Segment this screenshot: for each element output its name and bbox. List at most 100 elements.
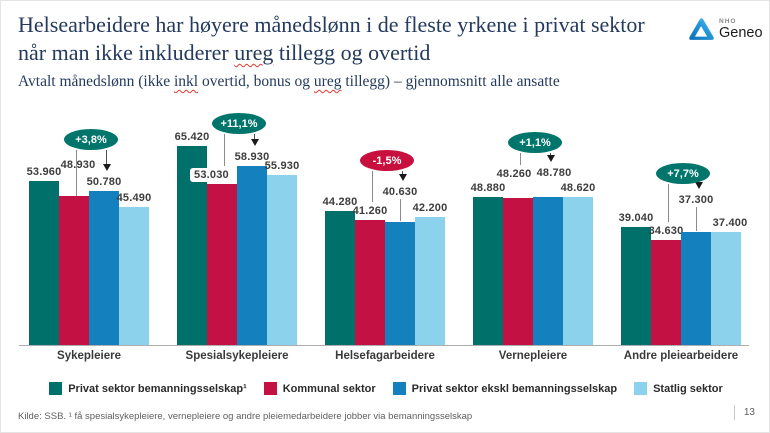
bar-series4-group4 (563, 197, 593, 346)
value-label: 45.490 (116, 192, 152, 204)
misspelled-word: ureg (313, 73, 342, 90)
bar-series4-group1 (119, 207, 149, 346)
legend-swatch (634, 382, 648, 395)
title-line: når man ikke inkluderer ureg tillegg og … (18, 39, 645, 67)
legend-swatch (49, 382, 63, 395)
legend-label: Privat sektor bemanningsselskap¹ (68, 382, 247, 395)
value-label: 42.200 (412, 202, 448, 214)
bar-series2-group4 (503, 198, 533, 346)
legend-swatch (392, 382, 406, 395)
page-title: Helsearbeidere har høyere månedslønn i d… (18, 11, 645, 67)
logo-brand-name: Geneo (719, 25, 763, 41)
bar-series1-group5 (621, 227, 651, 346)
value-label: 53.960 (26, 166, 62, 178)
value-label: 48.780 (536, 167, 572, 179)
value-label: 65.420 (174, 131, 210, 143)
legend-label: Statlig sektor (653, 382, 723, 395)
bar-series1-group4 (473, 197, 503, 346)
bar-series4-group2 (267, 175, 297, 346)
arrow-down-icon (399, 174, 407, 181)
badge-to-kommunal-line (224, 134, 225, 166)
x-axis-line (19, 345, 749, 346)
bar-series3-group2 (237, 166, 267, 346)
value-label: 34.630 (648, 225, 684, 237)
value-label: 37.400 (712, 217, 748, 229)
percent-badge: +3,8% (64, 129, 118, 150)
value-label: 48.260 (496, 168, 532, 180)
percent-badge: +11,1% (212, 113, 266, 134)
bar-series2-group2 (207, 184, 237, 346)
text-run: tillegg og overtid (273, 40, 431, 65)
arrow-down-icon (103, 164, 111, 171)
value-label: 41.260 (352, 205, 388, 217)
bar-series3-group3 (385, 222, 415, 346)
category-label: Andre pleiearbeidere (623, 350, 739, 362)
text-run: Helsearbeidere har høyere månedslønn i d… (18, 12, 645, 37)
badge-to-kommunal-line (668, 184, 669, 222)
text-run: Avtalt månedslønn (ikke (18, 73, 174, 90)
bar-series4-group3 (415, 217, 445, 346)
bar-series1-group3 (325, 211, 355, 346)
page-subtitle: Avtalt månedslønn (ikke inkl overtid, bo… (18, 72, 560, 92)
value-label: 48.880 (470, 182, 506, 194)
badge-to-kommunal-line (76, 150, 77, 196)
arrow-down-icon (251, 139, 259, 146)
legend-item-4: Statlig sektor (634, 382, 723, 395)
badge-to-kommunal-line (372, 171, 373, 202)
logo-triangle-icon (689, 18, 714, 40)
bar-series4-group5 (711, 232, 741, 346)
logo-brand-top: NHO (719, 17, 737, 25)
legend-item-2: Kommunal sektor (263, 382, 376, 395)
page-number: 13 (743, 407, 755, 418)
text-run: når man ikke inkluderer (18, 40, 235, 65)
bar-series2-group3 (355, 220, 385, 346)
value-label: 44.280 (322, 196, 358, 208)
value-label: 40.630 (382, 186, 418, 198)
blue-label-leader-line (696, 207, 697, 231)
text-run: overtid, bonus og (198, 73, 314, 90)
value-label: 50.780 (86, 176, 122, 188)
percent-badge: +1,1% (508, 132, 562, 153)
value-label: 53.030 (191, 169, 232, 181)
category-label: Spesialsykepleiere (185, 350, 289, 362)
badge-to-kommunal-line (520, 153, 521, 165)
percent-badge: +7,7% (656, 163, 710, 184)
category-label: Vernepleiere (498, 350, 568, 362)
arrow-down-icon (695, 182, 703, 189)
badge-arrow-line (106, 150, 107, 164)
text-run: tillegg) – gjennomsnitt alle ansatte (341, 73, 560, 90)
badge-arrow-line (402, 171, 403, 174)
bar-series2-group1 (59, 196, 89, 346)
legend-item-1: Privat sektor bemanningsselskap¹ (49, 382, 247, 395)
category-label: Sykepleiere (57, 350, 121, 362)
value-label: 39.040 (618, 212, 654, 224)
nho-geneo-logo: NHO Geneo (688, 16, 763, 43)
misspelled-word: ureg (234, 40, 274, 65)
misspelled-word: inkl (173, 73, 199, 90)
legend-item-3: Privat sektor ekskl bemanningsselskap (392, 382, 618, 395)
bar-series3-group1 (89, 191, 119, 346)
legend-swatch (263, 382, 277, 395)
blue-label-leader-line (400, 199, 401, 221)
value-label: 48.620 (560, 182, 596, 194)
bar-series3-group4 (533, 197, 563, 346)
value-label: 55.930 (264, 160, 300, 172)
bar-series1-group1 (29, 181, 59, 346)
badge-arrow-line (254, 134, 255, 139)
bar-series3-group5 (681, 232, 711, 346)
arrow-down-icon (547, 155, 555, 162)
value-label: 58.930 (234, 151, 270, 163)
chart-legend: Privat sektor bemanningsselskap¹ Kommunal… (1, 382, 770, 395)
bar-series2-group5 (651, 240, 681, 346)
legend-label: Privat sektor ekskl bemanningsselskap (411, 382, 618, 395)
badge-arrow-line (550, 153, 551, 155)
percent-badge: -1,5% (360, 150, 414, 171)
page-number-divider (733, 405, 735, 420)
title-line: Helsearbeidere har høyere månedslønn i d… (18, 11, 645, 39)
source-note: Kilde: SSB. ¹ få spesialsykepleiere, ver… (18, 411, 473, 422)
value-label: 48.930 (60, 159, 96, 171)
legend-label: Kommunal sektor (282, 382, 376, 395)
page-number-block: 13 (733, 405, 755, 420)
